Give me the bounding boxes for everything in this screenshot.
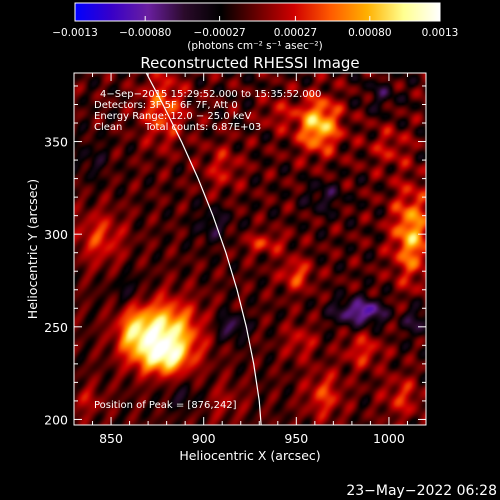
x-axis-label: Heliocentric X (arcsec)	[179, 448, 320, 463]
solar-limb-line	[145, 73, 262, 425]
colorbar-unit-label: (photons cm⁻² s⁻¹ asec⁻²)	[187, 40, 322, 52]
colorbar-tick-label: −0.0013	[52, 27, 98, 39]
colorbar-tick-label: 0.00027	[274, 27, 317, 39]
y-tick-label: 200	[44, 412, 68, 427]
annotation-detectors: Detectors: 3F 5F 6F 7F, Att 0	[94, 100, 238, 111]
colorbar-tick-labels: −0.0013 −0.00080 −0.00027 0.00027 0.00080 0.0…	[52, 27, 458, 39]
chart-title: Reconstructed RHESSI Image	[140, 54, 359, 72]
annotation-time: 4−Sep−2015 15:29:52.000 to 15:35:52.000	[100, 89, 321, 100]
y-tick-label: 250	[44, 320, 68, 335]
annotation-energy: Energy Range: 12.0 − 25.0 keV	[94, 111, 251, 122]
colorbar: −0.0013 −0.00080 −0.00027 0.00027 0.00080 0.0…	[52, 2, 458, 52]
colorbar-tick-label: −0.00080	[119, 27, 171, 39]
heatmap-image	[74, 73, 426, 425]
plot-area	[74, 73, 426, 425]
y-axis-label: Heliocentric Y (arcsec)	[25, 179, 40, 319]
x-tick-label: 950	[284, 431, 308, 446]
colorbar-frame	[74, 2, 441, 22]
plot-frame	[73, 72, 427, 426]
annotation-peak: Position of Peak = [876,242]	[94, 400, 237, 411]
y-tick-label: 300	[44, 227, 68, 242]
annotation-method: Clean	[94, 122, 122, 133]
axis-ticks	[73, 73, 427, 425]
colorbar-tick-label: −0.00027	[193, 27, 245, 39]
colorbar-ticks	[74, 16, 441, 21]
colorbar-gradient	[75, 3, 440, 21]
colorbar-tick-label: 0.00080	[348, 27, 391, 39]
y-tick-label: 350	[44, 135, 68, 150]
footer-timestamp: 23−May−2022 06:28	[346, 483, 497, 499]
x-tick-label: 850	[99, 431, 123, 446]
annotations: 4−Sep−2015 15:29:52.000 to 15:35:52.000 …	[94, 89, 321, 411]
annotation-counts: Total counts: 6.87E+03	[144, 122, 261, 133]
axis-tick-labels: 850 900 950 1000 200 250 300 350	[44, 135, 405, 446]
x-tick-label: 1000	[373, 431, 405, 446]
colorbar-tick-label: 0.0013	[422, 27, 459, 39]
x-tick-label: 900	[192, 431, 216, 446]
